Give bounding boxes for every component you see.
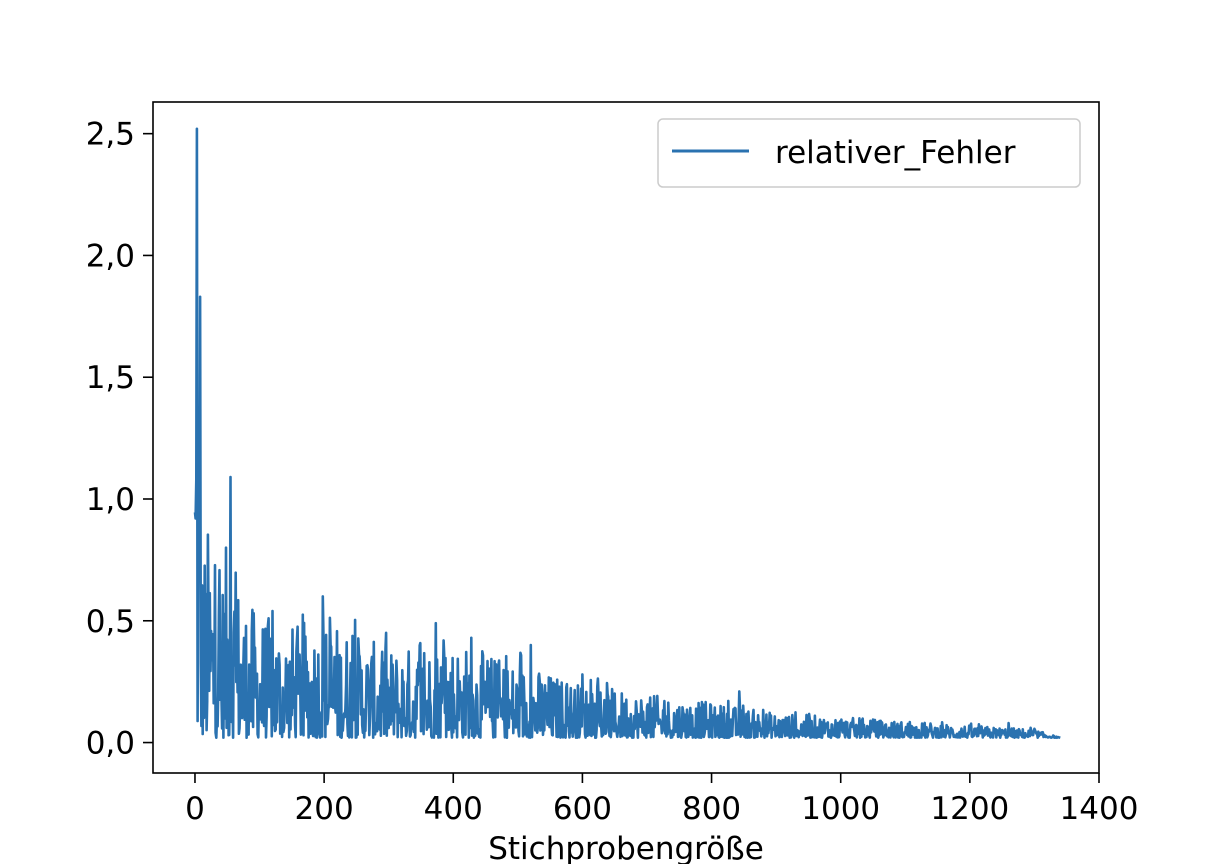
x-tick-label: 1000	[801, 791, 880, 827]
x-tick-label: 1400	[1060, 791, 1139, 827]
axes-frame	[152, 101, 1100, 774]
legend-box	[657, 118, 1081, 188]
series-line-relativer-fehler	[193, 127, 1061, 739]
x-tick-label: 1200	[930, 791, 1009, 827]
y-tick-label: 2,0	[86, 238, 135, 274]
x-axis: 0 200 400 600 800 1000 1200 1400	[185, 773, 1138, 827]
plot-area	[152, 101, 1100, 774]
y-axis: 0,0 0,5 1,0 1,5 2,0 2,5	[86, 117, 153, 762]
x-tick-label: 400	[424, 791, 483, 827]
x-tick-label: 200	[295, 791, 354, 827]
y-tick-label: 1,0	[86, 482, 135, 518]
y-tick-label: 0,5	[86, 604, 135, 640]
y-tick-label: 2,5	[86, 117, 135, 153]
x-tick-label: 0	[185, 791, 205, 827]
x-tick-label: 800	[682, 791, 741, 827]
legend-label: relativer_Fehler	[775, 135, 1016, 171]
y-tick-label: 0,0	[86, 726, 135, 762]
y-tick-label: 1,5	[86, 360, 135, 396]
x-axis-label: Stichprobengröße	[488, 831, 764, 864]
x-tick-label: 600	[553, 791, 612, 827]
legend: relativer_Fehler	[657, 118, 1081, 188]
